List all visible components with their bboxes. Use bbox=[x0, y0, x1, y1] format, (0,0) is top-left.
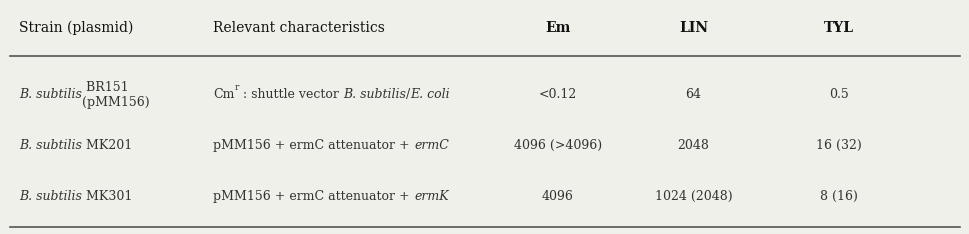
Text: ermK: ermK bbox=[414, 190, 449, 203]
Text: TYL: TYL bbox=[824, 21, 853, 35]
Text: <0.12: <0.12 bbox=[538, 88, 577, 101]
Text: B. subtilis: B. subtilis bbox=[19, 88, 82, 101]
Text: MK301: MK301 bbox=[82, 190, 133, 203]
Text: B. subtilis: B. subtilis bbox=[19, 190, 82, 203]
Text: B. subtilis: B. subtilis bbox=[19, 139, 82, 152]
Text: B. subtilis: B. subtilis bbox=[343, 88, 405, 101]
Text: BR151
(pMM156): BR151 (pMM156) bbox=[82, 81, 150, 109]
Text: pMM156 + ermC attenuator +: pMM156 + ermC attenuator + bbox=[213, 190, 414, 203]
Text: LIN: LIN bbox=[678, 21, 707, 35]
Text: 8 (16): 8 (16) bbox=[819, 190, 858, 203]
Text: 64: 64 bbox=[685, 88, 701, 101]
Text: 2048: 2048 bbox=[677, 139, 708, 152]
Text: : shuttle vector: : shuttle vector bbox=[239, 88, 343, 101]
Text: Em: Em bbox=[545, 21, 570, 35]
Text: Strain (plasmid): Strain (plasmid) bbox=[19, 21, 134, 35]
Text: 1024 (2048): 1024 (2048) bbox=[654, 190, 732, 203]
Text: Relevant characteristics: Relevant characteristics bbox=[213, 21, 385, 35]
Text: ermC: ermC bbox=[414, 139, 449, 152]
Text: pMM156 + ermC attenuator +: pMM156 + ermC attenuator + bbox=[213, 139, 414, 152]
Text: 4096: 4096 bbox=[542, 190, 573, 203]
Text: E. coli: E. coli bbox=[410, 88, 450, 101]
Text: 0.5: 0.5 bbox=[828, 88, 848, 101]
Text: Cm: Cm bbox=[213, 88, 234, 101]
Text: 16 (32): 16 (32) bbox=[815, 139, 861, 152]
Text: r: r bbox=[234, 83, 239, 92]
Text: 4096 (>4096): 4096 (>4096) bbox=[514, 139, 601, 152]
Text: /: / bbox=[405, 88, 410, 101]
Text: MK201: MK201 bbox=[82, 139, 133, 152]
